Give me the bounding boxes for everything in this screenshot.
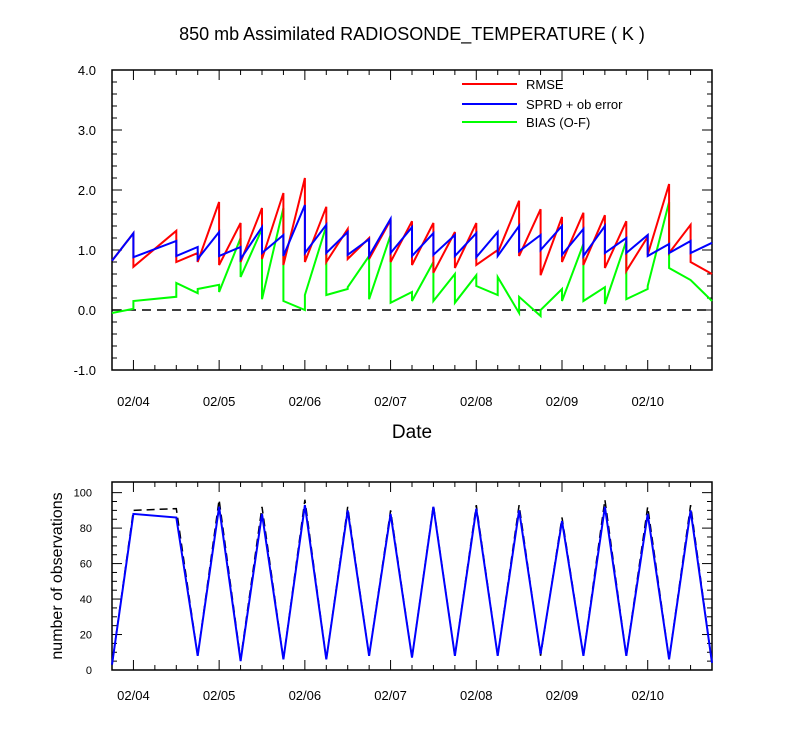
top-x-axis-label: Date: [392, 422, 432, 443]
obs-used-line: [111, 504, 713, 665]
top-plot-frame: [111, 69, 713, 371]
x-tick-label: 02/08: [460, 394, 493, 409]
y-tick-label: -1.0: [74, 363, 96, 378]
y-tick-label: 100: [74, 488, 92, 500]
chart-title: 850 mb Assimilated RADIOSONDE_TEMPERATUR…: [179, 24, 645, 45]
x-tick-label: 02/08: [460, 688, 493, 703]
y-tick-label: 2.0: [78, 183, 96, 198]
bottom-series-group: [111, 499, 713, 665]
bottom-y-axis: 0 20 40 60 80 100: [74, 488, 712, 677]
legend-label-bias: BIAS (O-F): [526, 115, 590, 130]
x-tick-label: 02/10: [631, 688, 664, 703]
series-line-bias: [111, 201, 713, 319]
series-line-sprd: [111, 204, 713, 263]
y-tick-label: 1.0: [78, 243, 96, 258]
x-tick-label: 02/04: [117, 394, 150, 409]
top-series-group: [111, 177, 713, 319]
obs-possible-line: [111, 499, 713, 665]
y-tick-label: 40: [80, 594, 92, 606]
y-tick-label: 3.0: [78, 123, 96, 138]
x-tick-label: 02/05: [203, 394, 236, 409]
x-tick-label: 02/04: [117, 688, 150, 703]
x-tick-label: 02/07: [374, 688, 407, 703]
y-tick-label: 0.0: [78, 303, 96, 318]
y-tick-label: 60: [80, 559, 92, 571]
x-tick-label: 02/10: [631, 394, 664, 409]
legend: RMSE SPRD + ob error BIAS (O-F): [462, 77, 623, 130]
y-tick-label: 80: [80, 523, 92, 535]
x-tick-label: 02/05: [203, 688, 236, 703]
top-y-axis: -1.0 0.0 1.0 2.0 3.0 4.0: [74, 63, 712, 378]
top-x-axis: 02/04 02/05 02/06 02/07 02/08 02/09 02/10: [111, 70, 713, 409]
legend-label-rmse: RMSE: [526, 77, 564, 92]
legend-label-sprd: SPRD + ob error: [526, 97, 623, 112]
bottom-x-axis: 02/04 02/05 02/06 02/07 02/08 02/09 02/10: [111, 482, 713, 703]
y-tick-label: 20: [80, 630, 92, 642]
x-tick-label: 02/09: [546, 688, 579, 703]
y-tick-label: 0: [86, 665, 92, 677]
y-tick-label: 4.0: [78, 63, 96, 78]
bottom-y-axis-label: number of observations: [49, 492, 66, 659]
bottom-plot-frame: [111, 481, 713, 671]
x-tick-label: 02/07: [374, 394, 407, 409]
x-tick-label: 02/06: [289, 688, 322, 703]
x-tick-label: 02/09: [546, 394, 579, 409]
x-tick-label: 02/06: [289, 394, 322, 409]
top-chart: -1.0 0.0 1.0 2.0 3.0 4.0 02/04 02/05 02/06 02/07…: [74, 63, 713, 443]
